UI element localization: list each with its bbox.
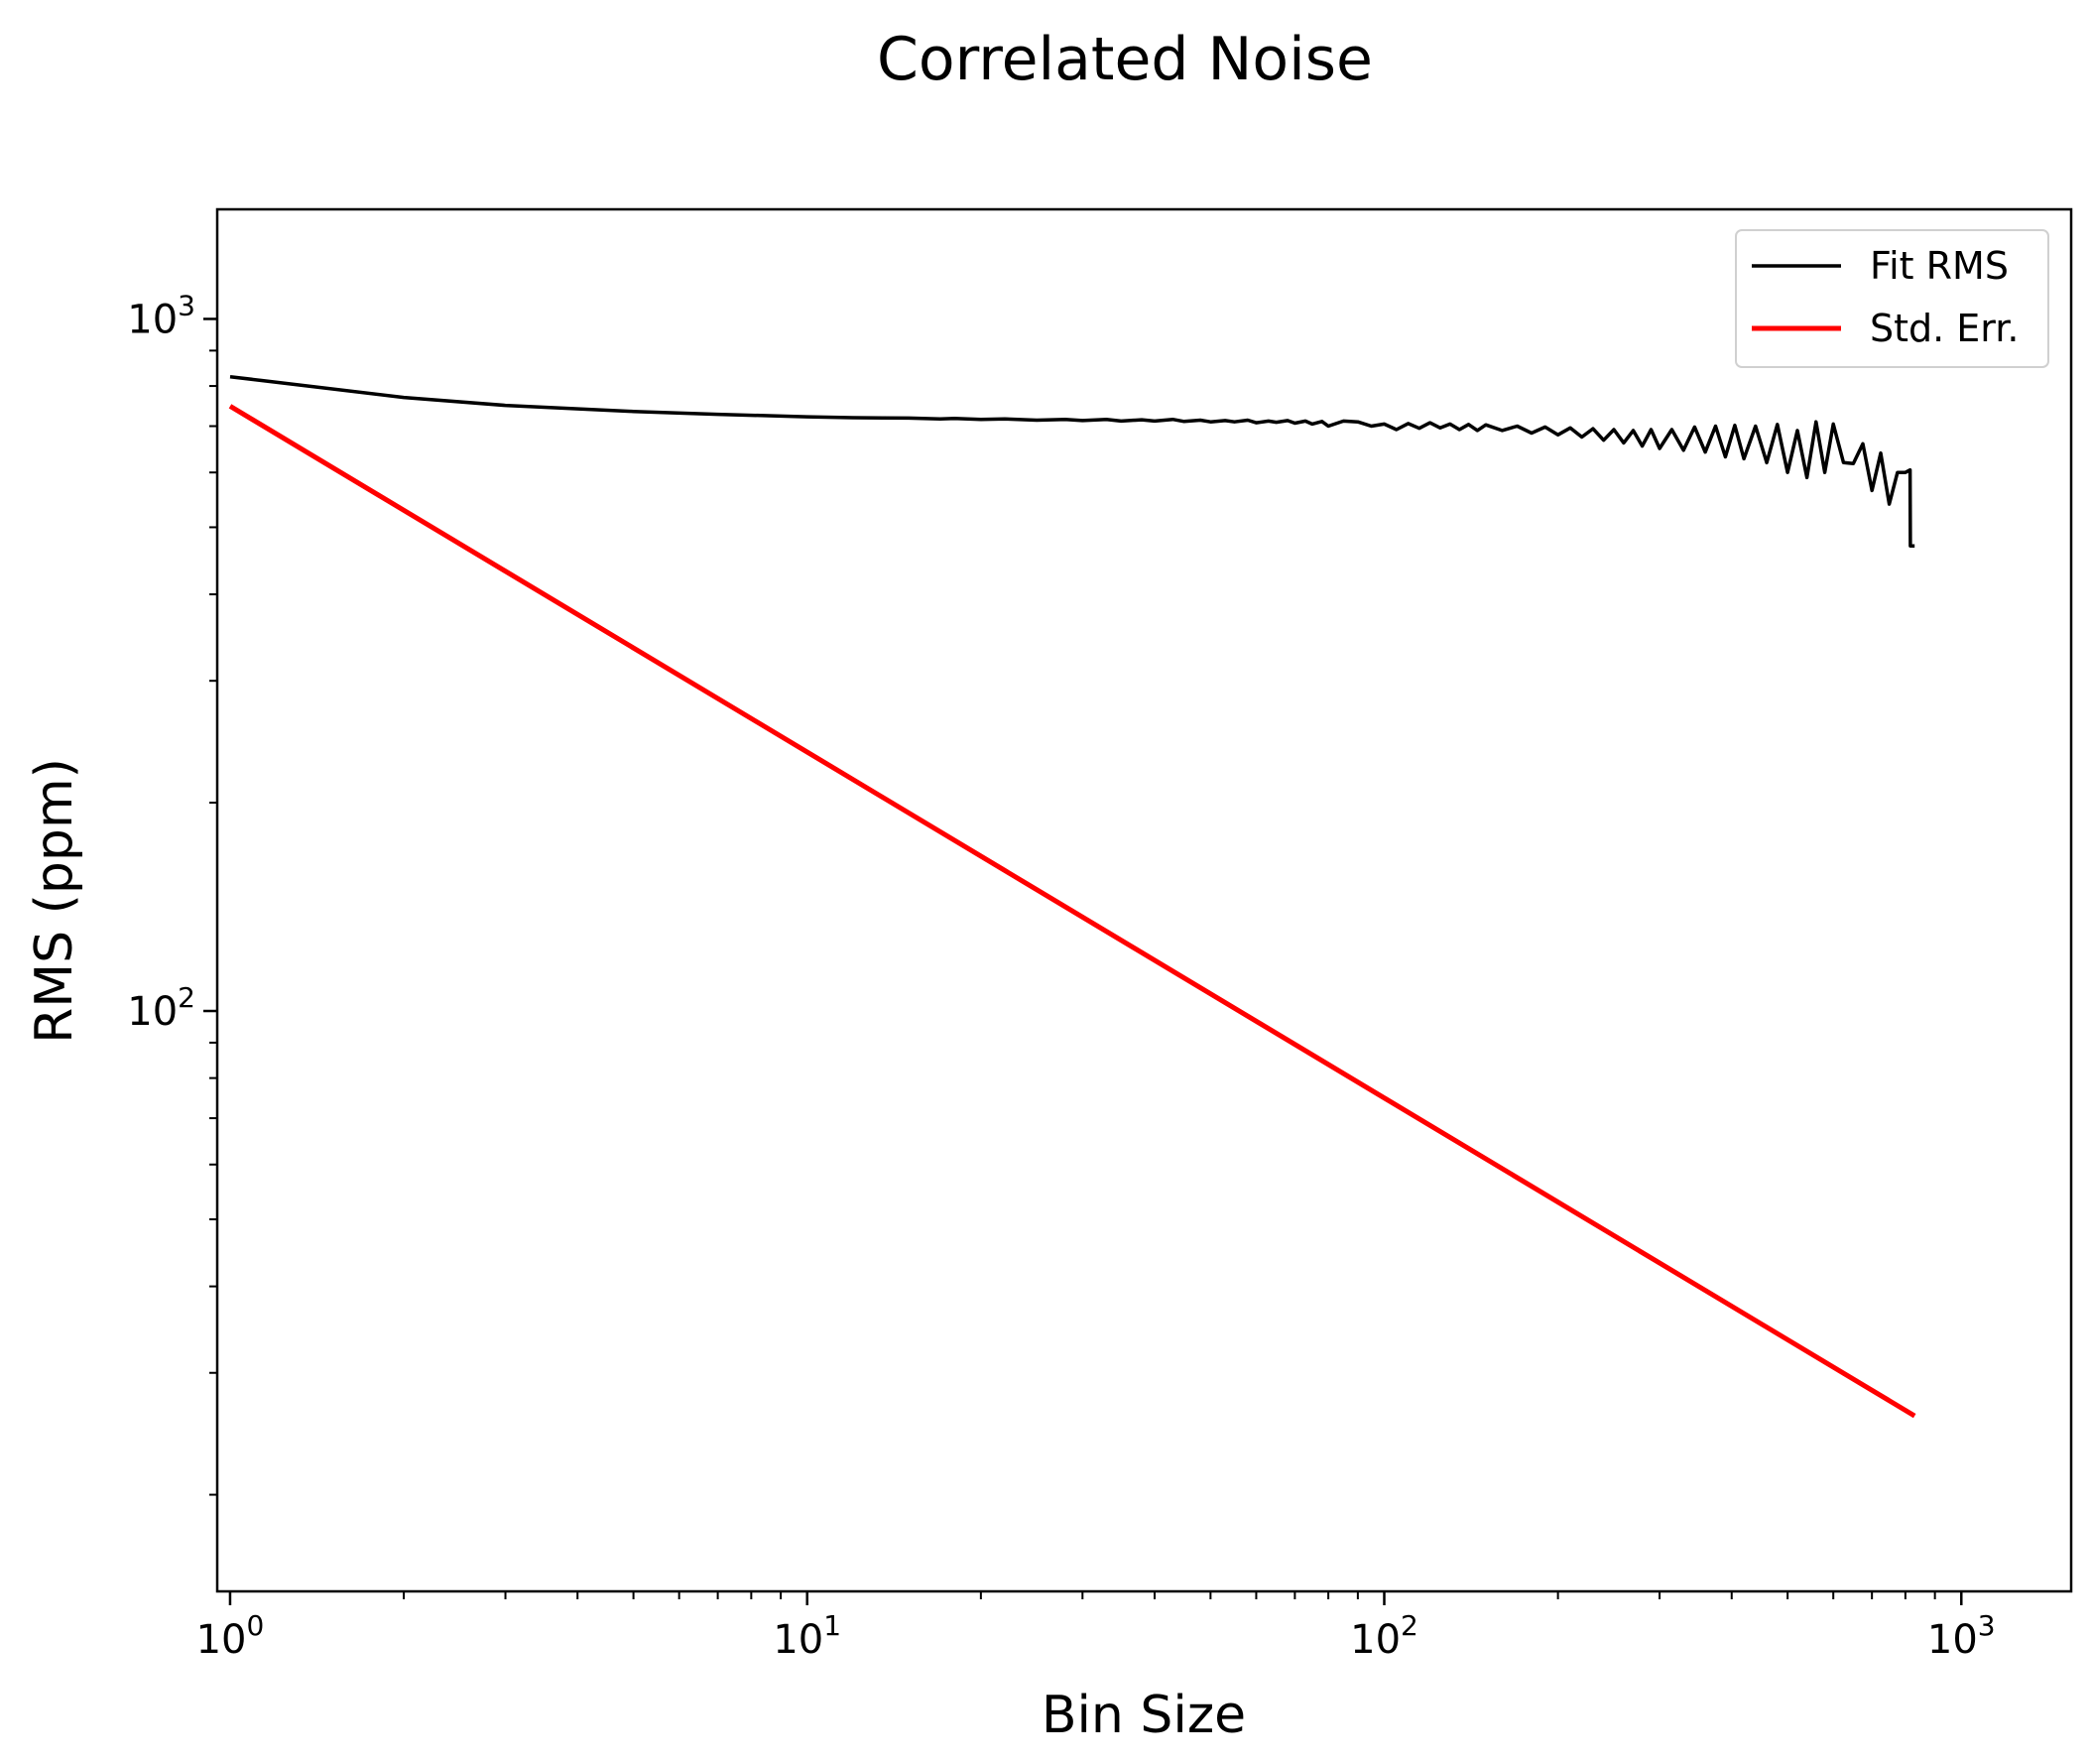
x-tick-label-3: 103 bbox=[1927, 1609, 1996, 1663]
legend-label-std-err: Std. Err. bbox=[1870, 307, 2019, 350]
chart-title: Correlated Noise bbox=[877, 25, 1373, 94]
axis-ticks: 100 101 102 103 102 103 bbox=[127, 289, 1995, 1663]
y-tick-label-1: 103 bbox=[127, 289, 195, 342]
series-line-0 bbox=[229, 374, 1915, 548]
plot-frame bbox=[215, 207, 2073, 1593]
plot-area bbox=[228, 374, 1916, 1419]
series-line-1 bbox=[228, 404, 1916, 1419]
legend: Fit RMS Std. Err. bbox=[1735, 229, 2049, 368]
legend-label-fit-rms: Fit RMS bbox=[1870, 244, 2009, 288]
y-axis-label: RMS (ppm) bbox=[25, 758, 84, 1044]
x-tick-label-2: 102 bbox=[1350, 1609, 1418, 1663]
y-tick-label-0: 102 bbox=[127, 981, 195, 1035]
x-tick-label-0: 100 bbox=[196, 1609, 265, 1663]
x-axis-label: Bin Size bbox=[1042, 1686, 1246, 1745]
x-tick-label-1: 101 bbox=[773, 1609, 841, 1663]
